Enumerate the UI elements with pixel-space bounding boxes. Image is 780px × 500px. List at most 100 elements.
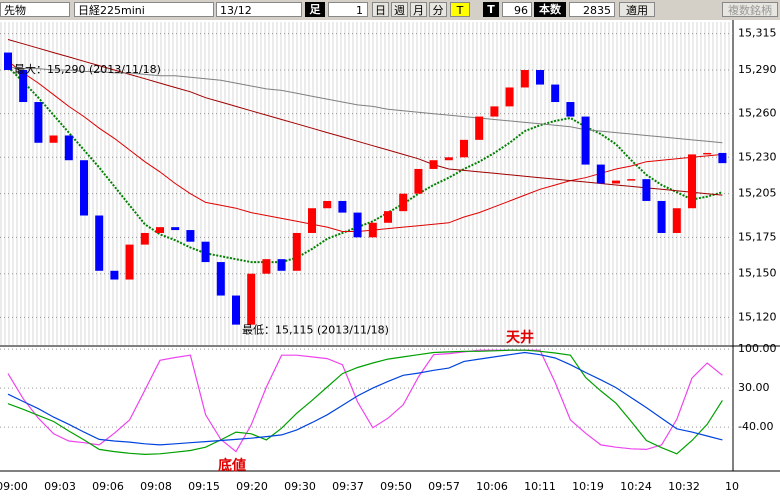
candle <box>414 168 423 194</box>
x-tick-label: 09:20 <box>236 480 268 493</box>
candle <box>353 212 362 238</box>
candle <box>368 222 377 238</box>
y-tick-label: 15,120 <box>738 310 777 323</box>
candle <box>490 106 499 117</box>
month-button[interactable]: 月 <box>410 2 427 17</box>
candle <box>19 70 28 103</box>
candle <box>642 179 651 201</box>
count-label: 本数 <box>534 2 566 17</box>
candle <box>444 157 453 161</box>
candle <box>384 211 392 223</box>
candle <box>338 200 347 213</box>
candle <box>581 116 590 165</box>
x-tick-label: 09:15 <box>188 480 220 493</box>
x-tick-label: 09:37 <box>332 480 364 493</box>
contract-select[interactable]: 13/12 <box>216 2 302 17</box>
tick-button[interactable]: T <box>450 2 470 17</box>
oscillator-line <box>7 349 723 456</box>
candle <box>703 152 712 155</box>
bottom-annotation: 底値 <box>218 457 246 474</box>
y-tick-label: 15,230 <box>738 150 777 163</box>
candle <box>536 70 544 85</box>
candle <box>110 270 119 280</box>
candle <box>80 160 88 216</box>
oscillator-line <box>7 351 723 446</box>
candle <box>292 232 301 271</box>
x-tick-label: 09:50 <box>380 480 412 493</box>
x-tick-label: 10:06 <box>476 480 508 493</box>
apply-button[interactable]: 適用 <box>619 2 655 17</box>
candle <box>657 200 666 233</box>
moving-average <box>7 39 723 196</box>
candle <box>475 116 484 140</box>
candle <box>520 70 529 88</box>
candle <box>232 295 240 325</box>
minute-button[interactable]: 分 <box>429 2 447 17</box>
candle <box>186 230 195 242</box>
multi-button[interactable]: 複数銘柄 <box>722 2 778 17</box>
candle <box>262 259 271 274</box>
x-tick-label: 09:06 <box>92 480 124 493</box>
candle <box>612 180 620 184</box>
moving-average <box>7 66 723 144</box>
candle <box>156 227 164 233</box>
tick-value[interactable]: 96 <box>502 2 532 17</box>
candle <box>277 259 286 271</box>
candle <box>95 215 104 271</box>
candle <box>551 84 560 103</box>
day-button[interactable]: 日 <box>372 2 389 17</box>
candle <box>125 244 134 280</box>
oscillator-line <box>7 349 723 453</box>
candle <box>505 87 514 107</box>
max-annotation: 最大：15,290 (2013/11/18) <box>14 62 161 76</box>
price-hatch <box>0 22 733 345</box>
week-button[interactable]: 週 <box>391 2 408 17</box>
x-tick-label: 10:32 <box>668 480 700 493</box>
candle <box>216 262 225 296</box>
bar-label: 足 <box>305 2 325 17</box>
candle <box>171 227 180 231</box>
chart: 15,315 15,290 15,260 15,230 15,205 15,175 15,1… <box>0 20 780 500</box>
min-annotation: 最低：15,115 (2013/11/18) <box>242 324 389 337</box>
top-annotation: 天井 <box>506 329 534 346</box>
candle <box>460 139 468 158</box>
candle <box>566 102 575 117</box>
count-value[interactable]: 2835 <box>569 2 615 17</box>
y-tick-label: -40.00 <box>738 420 773 433</box>
candle <box>140 232 149 245</box>
x-tick-label: 09:57 <box>428 480 460 493</box>
candle <box>627 179 636 181</box>
y-tick-label: 15,290 <box>738 63 777 76</box>
symbol-select[interactable]: 日経225mini <box>74 2 214 17</box>
candle <box>308 208 316 233</box>
y-tick-label: 15,315 <box>738 27 777 40</box>
y-tick-label: 100.00 <box>738 342 777 355</box>
y-tick-label: 15,205 <box>738 187 777 200</box>
candle <box>49 135 58 143</box>
y-tick-label: 15,175 <box>738 230 777 243</box>
bar-count[interactable]: 1 <box>328 2 368 17</box>
candle <box>64 135 73 161</box>
candle <box>429 160 438 169</box>
x-tick-label: 10:11 <box>524 480 556 493</box>
x-tick-label: 10:19 <box>572 480 604 493</box>
x-tick-label: 09:30 <box>284 480 316 493</box>
moving-average <box>7 66 723 264</box>
x-tick-label: 09:03 <box>44 480 76 493</box>
candle <box>247 273 256 325</box>
market-select[interactable]: 先物 <box>0 2 70 17</box>
y-tick-label: 15,260 <box>738 107 777 120</box>
candle <box>34 102 43 143</box>
x-tick-label: 09:08 <box>140 480 172 493</box>
candle <box>596 164 605 184</box>
candle <box>718 152 727 164</box>
toolbar: 先物 日経225mini 13/12 足 1 日 週 月 分 T T 96 本数… <box>0 0 780 20</box>
osc-bg <box>0 348 733 470</box>
candle <box>672 208 681 233</box>
x-tick-label: 10:24 <box>620 480 652 493</box>
candle <box>688 154 696 209</box>
y-tick-label: 30.00 <box>738 381 770 394</box>
candle <box>323 200 332 209</box>
x-tick-label: 09:00 <box>0 480 28 493</box>
tick-label: T <box>483 2 499 17</box>
